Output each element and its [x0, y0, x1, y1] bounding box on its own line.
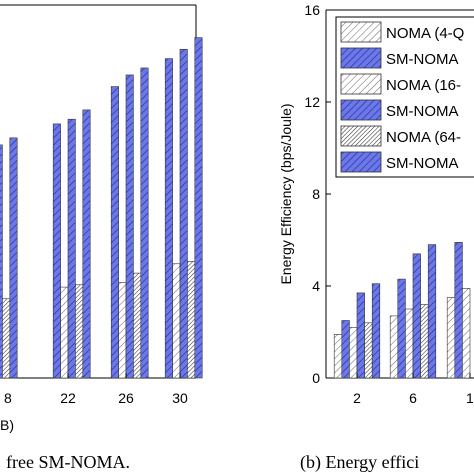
right-y-tick-label: 12 — [304, 94, 320, 110]
right-y-tick-label: 8 — [312, 186, 320, 202]
right-bar — [454, 242, 463, 379]
right-bar — [446, 297, 456, 379]
right-bar — [333, 333, 343, 379]
right-bar — [420, 304, 429, 379]
legend-swatch — [340, 125, 382, 147]
right-x-ticks: 2 6 1 — [353, 373, 474, 406]
right-bar — [371, 283, 381, 379]
left-bar — [75, 284, 84, 379]
legend-swatch — [340, 47, 382, 69]
right-y-tick-label: 4 — [312, 278, 320, 294]
right-x-tick-label: 6 — [409, 390, 417, 406]
left-bar — [140, 67, 149, 379]
right-bar — [349, 327, 358, 379]
left-bar — [194, 37, 203, 379]
legend-label: SM-NOMA — [386, 51, 459, 68]
left-x-tick-label: 26 — [118, 390, 134, 406]
left-bar — [172, 263, 181, 379]
right-bar — [364, 322, 373, 379]
legend-swatch — [340, 151, 382, 173]
right-y-tick-label: 16 — [304, 2, 320, 18]
legend-swatch — [340, 73, 382, 95]
left-bar — [2, 298, 11, 379]
right-bar — [412, 253, 421, 379]
right-y-tick-label: 0 — [312, 370, 320, 386]
legend: NOMA (4-Q SM-NOMA NOMA (16- SM-NOMA NOMA (64… — [335, 16, 474, 178]
legend-swatch — [340, 99, 382, 121]
right-panel: 0 4 8 12 16 2 6 1 Energy Efficiency (bps/Joule… — [278, 2, 474, 473]
legend-label: NOMA (16- — [386, 77, 461, 94]
left-bar — [164, 58, 173, 379]
left-bar — [118, 282, 127, 379]
right-bar — [462, 287, 471, 379]
right-panel-caption: (b) Energy effici — [300, 452, 419, 473]
right-bar — [427, 244, 437, 379]
right-bar — [405, 308, 414, 379]
left-xlabel-fragment: B) — [0, 417, 14, 433]
right-bars — [333, 242, 471, 379]
right-bar — [397, 278, 406, 379]
left-x-ticks: 8 22 26 30 — [4, 373, 188, 406]
left-bar — [52, 123, 61, 379]
left-x-tick-label: 8 — [4, 390, 12, 406]
left-x-tick-label: 30 — [172, 390, 188, 406]
right-bar — [341, 320, 350, 379]
left-bar — [179, 48, 188, 379]
right-bar — [389, 315, 399, 379]
legend-label: NOMA (64- — [386, 129, 461, 146]
left-bar — [67, 118, 76, 379]
legend-box — [335, 16, 474, 178]
legend-label: SM-NOMA — [386, 155, 459, 172]
right-y-ticks: 0 4 8 12 16 — [304, 2, 331, 386]
left-bars — [0, 37, 203, 379]
left-bar — [110, 86, 119, 379]
right-bar — [356, 292, 365, 379]
right-x-tick-label: 2 — [353, 390, 361, 406]
left-bar — [60, 286, 69, 379]
left-bar — [133, 272, 142, 379]
right-ylabel: Energy Efficiency (bps/Joule) — [278, 103, 294, 284]
left-bar — [187, 261, 196, 379]
left-bar — [0, 144, 3, 379]
left-panel-caption: free SM-NOMA. — [6, 452, 130, 472]
left-bar — [9, 137, 18, 379]
left-bar — [125, 74, 134, 379]
left-x-tick-label: 22 — [60, 390, 76, 406]
left-panel: 8 22 26 30 B) free SM-NOMA. — [0, 4, 203, 472]
left-bar — [82, 109, 91, 379]
legend-swatch — [340, 21, 382, 43]
legend-label: NOMA (4-Q — [386, 25, 464, 42]
right-x-tick-label: 1 — [466, 390, 474, 406]
legend-label: SM-NOMA — [386, 103, 459, 120]
